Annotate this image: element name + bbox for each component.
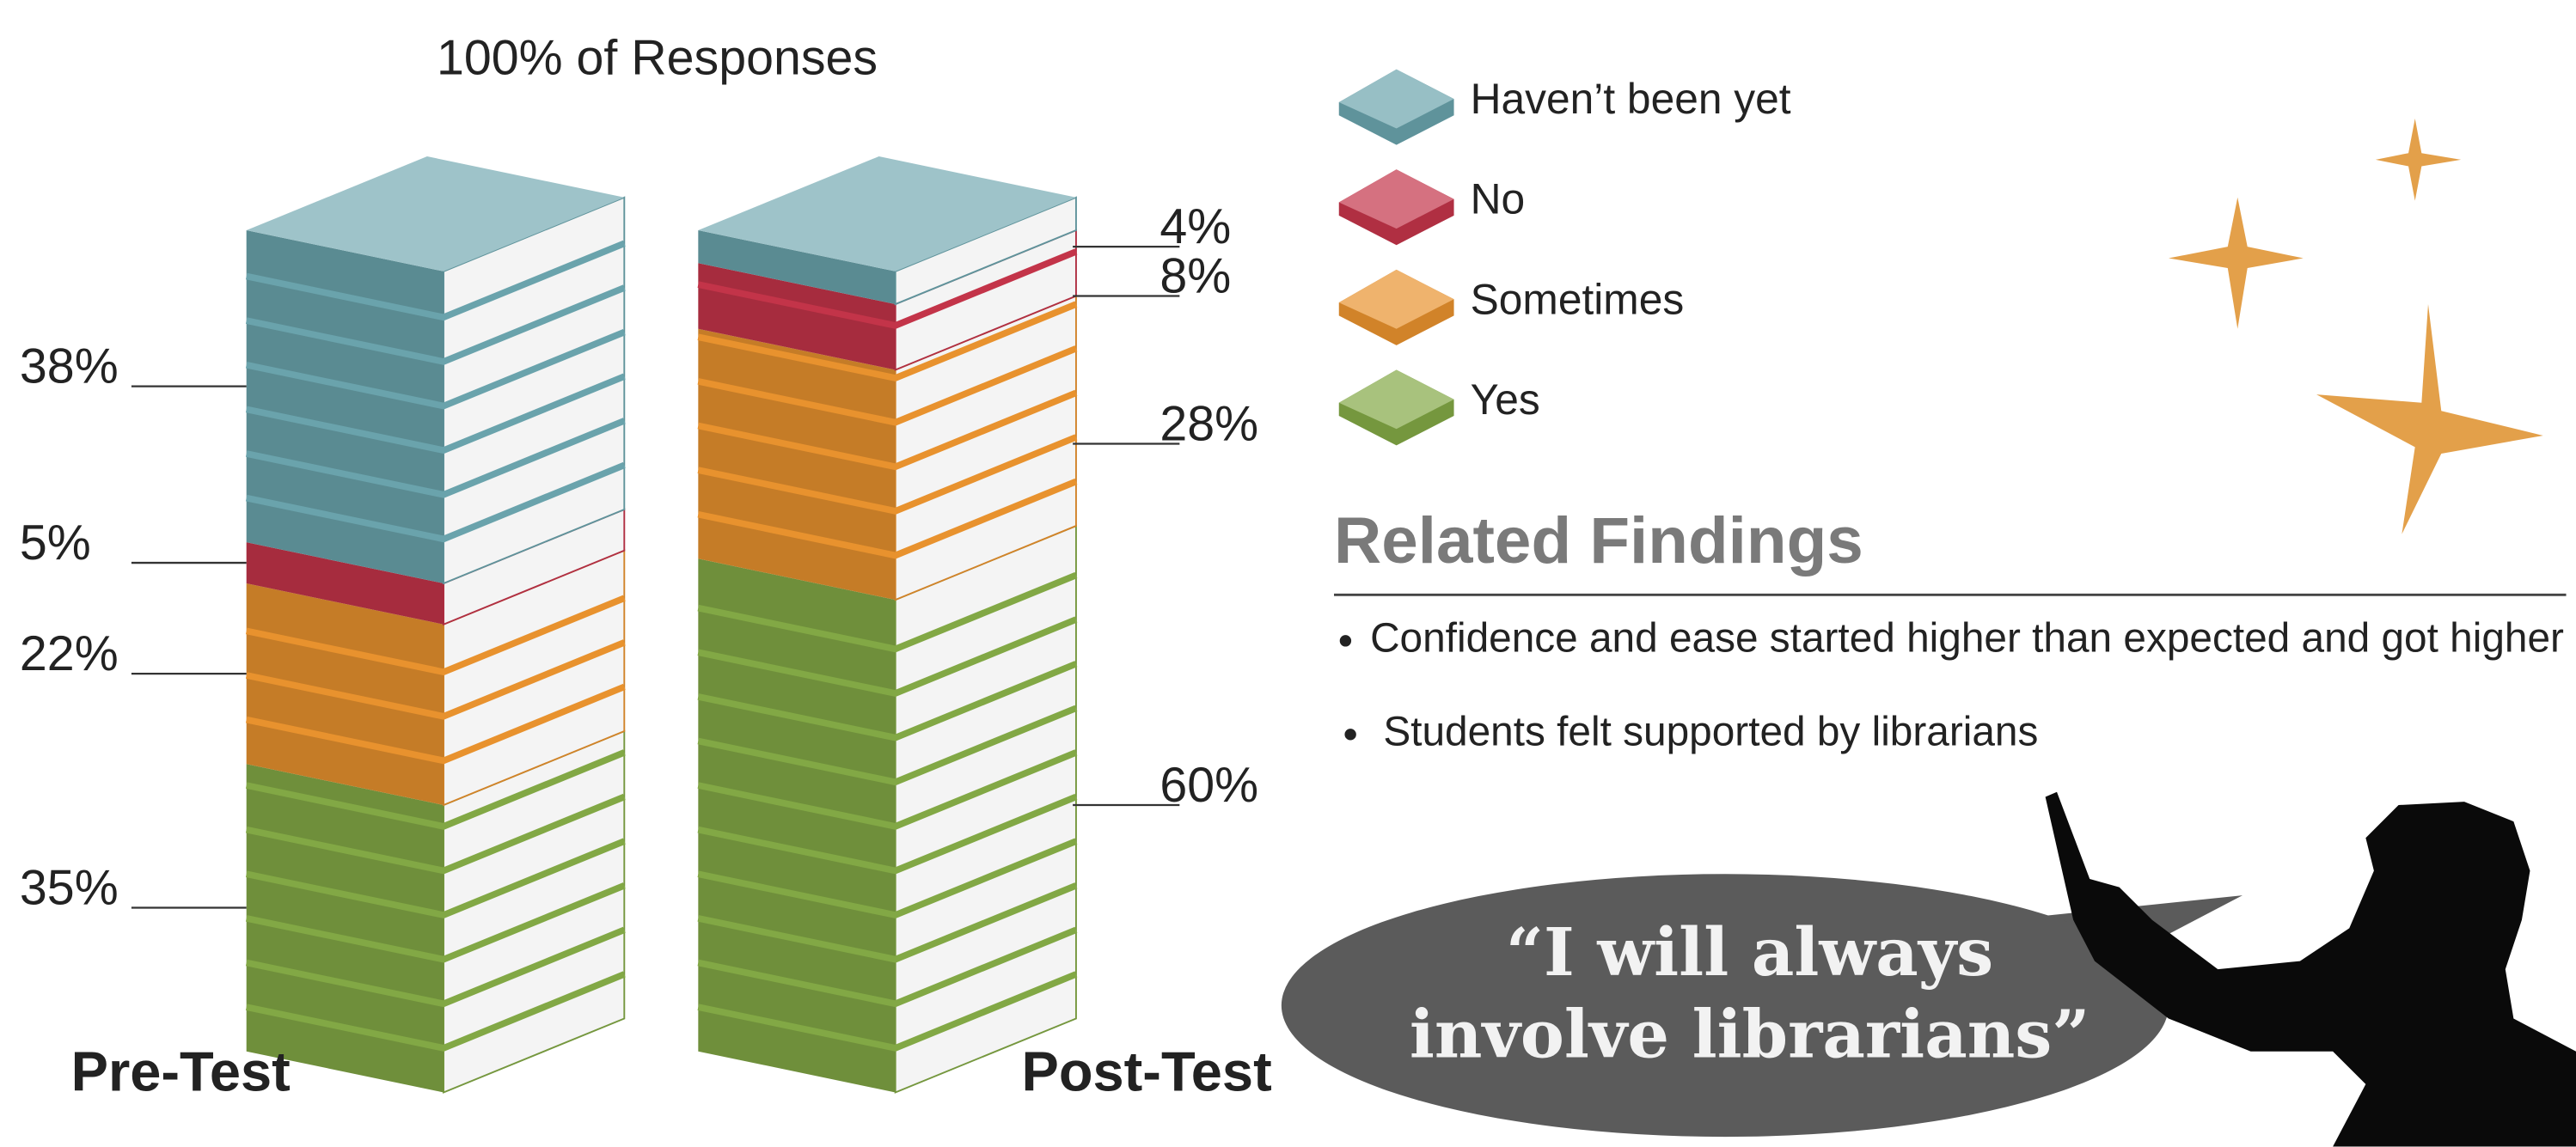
value-label: 5% bbox=[20, 516, 91, 570]
bullet bbox=[1344, 729, 1355, 740]
finding: Students felt supported by librarians bbox=[1383, 709, 2038, 754]
sparkles bbox=[2169, 119, 2543, 534]
chart-title: 100% of Responses bbox=[437, 30, 878, 85]
value-label: 22% bbox=[20, 626, 119, 681]
sparkle bbox=[2169, 198, 2304, 329]
sparkle bbox=[2316, 304, 2543, 534]
value-label: 28% bbox=[1160, 397, 1258, 452]
category-label: Pre-Test bbox=[71, 1040, 291, 1103]
value-label: 60% bbox=[1160, 758, 1258, 813]
value-label: 4% bbox=[1160, 199, 1231, 254]
bullet bbox=[1340, 635, 1351, 646]
legend-label: Yes bbox=[1471, 375, 1540, 424]
value-label: 35% bbox=[20, 860, 119, 915]
value-label: 8% bbox=[1160, 249, 1231, 304]
legend-label: Sometimes bbox=[1471, 275, 1685, 323]
legend-label: No bbox=[1471, 175, 1526, 223]
value-label: 38% bbox=[20, 339, 119, 394]
quote-line: involve librarians” bbox=[1410, 996, 2090, 1073]
legend-label: Haven’t been yet bbox=[1471, 75, 1791, 123]
findings-title: Related Findings bbox=[1334, 504, 1863, 577]
chart: 100% of Responses 35% 22% 5% 38% Pre-Test 60%… bbox=[20, 30, 1272, 1102]
legend: Haven’t been yet No Sometimes Yes bbox=[1339, 70, 1791, 446]
sparkle bbox=[2376, 119, 2461, 201]
infographic: 100% of Responses 35% 22% 5% 38% Pre-Test 60%… bbox=[0, 0, 2576, 1147]
findings: Related Findings Confidence and ease sta… bbox=[1334, 504, 2567, 754]
quote-line: “I will always bbox=[1506, 914, 1993, 991]
finding: Confidence and ease started higher than … bbox=[1370, 615, 2564, 661]
category-label: Post-Test bbox=[1022, 1040, 1272, 1103]
silhouette bbox=[2046, 792, 2576, 1147]
